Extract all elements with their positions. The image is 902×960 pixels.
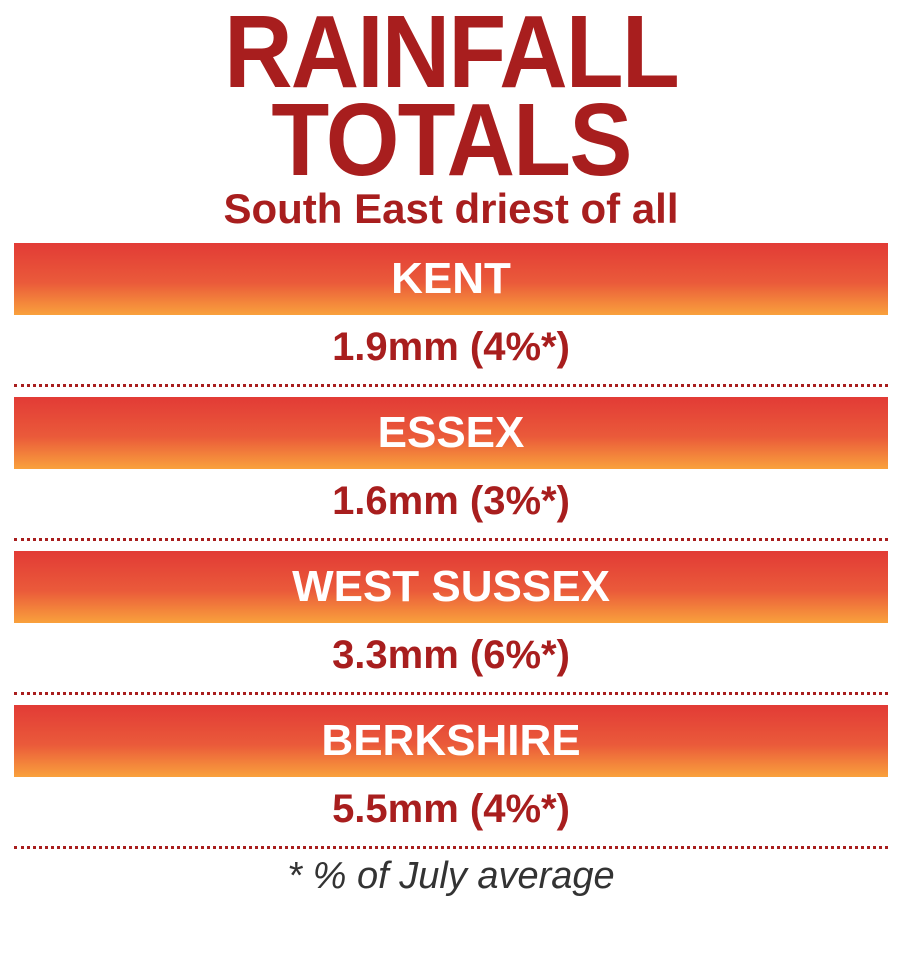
region-bar: BERKSHIRE — [14, 705, 888, 777]
region-bar: KENT — [14, 243, 888, 315]
row-divider — [14, 384, 888, 387]
row-divider — [14, 538, 888, 541]
data-row: ESSEX 1.6mm (3%*) — [14, 397, 888, 541]
value-text: 1.6mm (3%*) — [14, 469, 888, 538]
region-bar: WEST SUSSEX — [14, 551, 888, 623]
footnote: * % of July average — [14, 849, 888, 898]
data-row: WEST SUSSEX 3.3mm (6%*) — [14, 551, 888, 695]
data-row: KENT 1.9mm (4%*) — [14, 243, 888, 387]
value-text: 5.5mm (4%*) — [14, 777, 888, 846]
main-title: RAINFALL TOTALS — [49, 8, 853, 183]
data-row: BERKSHIRE 5.5mm (4%*) — [14, 705, 888, 849]
region-bar: ESSEX — [14, 397, 888, 469]
row-divider — [14, 692, 888, 695]
value-text: 3.3mm (6%*) — [14, 623, 888, 692]
value-text: 1.9mm (4%*) — [14, 315, 888, 384]
infographic-container: RAINFALL TOTALS South East driest of all… — [0, 0, 902, 898]
